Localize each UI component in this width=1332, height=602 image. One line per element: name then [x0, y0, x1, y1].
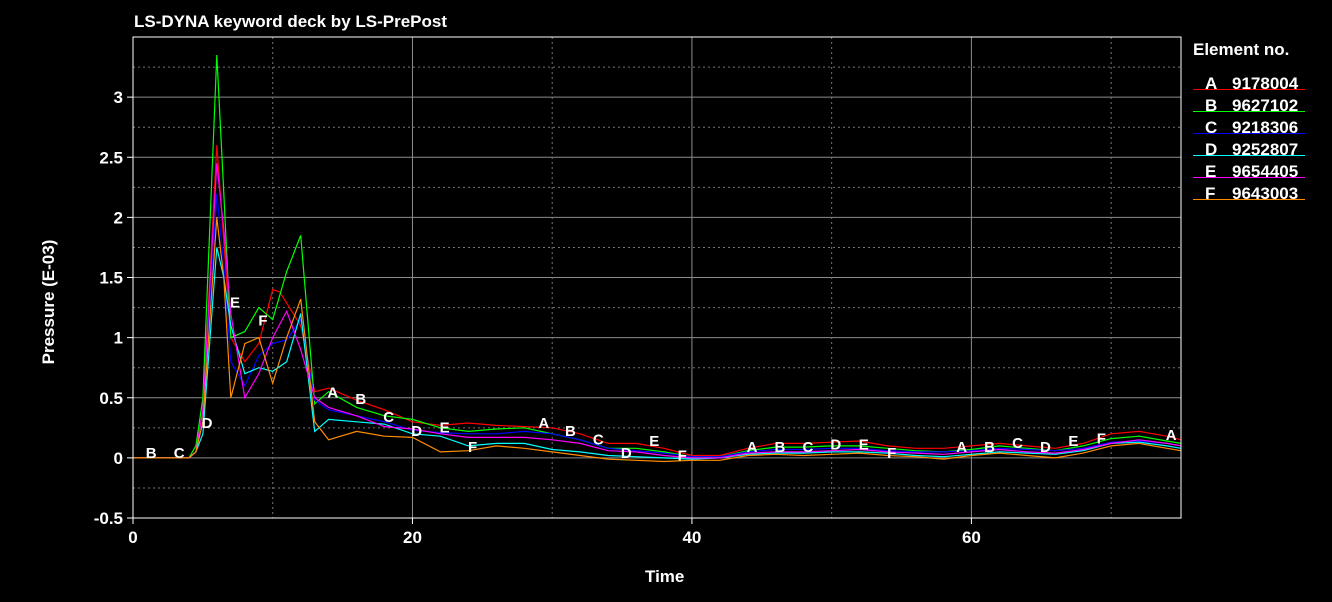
series-marker-E: E: [859, 436, 869, 453]
series-marker-A: A: [1166, 427, 1177, 444]
series-marker-F: F: [468, 439, 477, 456]
y-tick-label: 3: [114, 88, 123, 107]
legend-swatch: [1193, 133, 1305, 134]
y-tick-label: 1.5: [99, 269, 123, 288]
series-marker-D: D: [1040, 439, 1051, 456]
y-tick-label: 1: [114, 329, 123, 348]
legend-letter: A: [1205, 74, 1218, 93]
axis-ticks: -0.5 0 0.5 1 1.5 2 2.5 3 0 20 40 60: [94, 88, 981, 547]
chart-title: LS-DYNA keyword deck by LS-PrePost: [134, 12, 448, 31]
legend-series-name: 9218306: [1232, 118, 1299, 137]
series-marker-C: C: [383, 409, 394, 426]
series-marker-C: C: [593, 432, 604, 449]
series-marker-F: F: [258, 313, 267, 330]
legend-entry-D: D 9252807: [1193, 137, 1305, 159]
series-marker-F: F: [887, 445, 896, 462]
legend-letter: E: [1205, 162, 1217, 181]
legend-series-name: 9252807: [1232, 140, 1299, 159]
series-marker-A: A: [538, 415, 549, 432]
x-tick-label: 20: [403, 528, 422, 547]
series-marker-C: C: [1012, 435, 1023, 452]
series-marker-E: E: [230, 295, 240, 312]
series-marker-E: E: [440, 420, 450, 437]
x-tick-label: 60: [962, 528, 981, 547]
legend-letter: C: [1205, 118, 1218, 137]
x-tick-label: 40: [682, 528, 701, 547]
grid-lines: [132, 37, 1181, 519]
series-marker-B: B: [984, 439, 995, 456]
legend-series-name: 9643003: [1232, 184, 1299, 203]
legend-letter: F: [1205, 184, 1216, 203]
legend: Element no. A 9178004 B 9627102 C 9218306 D 925…: [1193, 40, 1305, 203]
legend-swatch: [1193, 177, 1305, 178]
legend-entry-F: F 9643003: [1193, 181, 1305, 203]
y-axis-label: Pressure (E-03): [39, 239, 58, 365]
series-marker-D: D: [621, 445, 632, 462]
y-tick-label: 0.5: [99, 389, 123, 408]
series-line-F: [133, 217, 1182, 463]
series-line-E: [133, 163, 1182, 459]
series-marker-C: C: [802, 439, 813, 456]
legend-letter: B: [1205, 96, 1218, 115]
series-lines: [133, 54, 1182, 463]
y-tick-label: 2.5: [99, 148, 123, 167]
legend-swatch: [1193, 89, 1305, 90]
series-marker-A: A: [327, 385, 338, 402]
series-marker-B: B: [565, 423, 576, 440]
series-marker-C: C: [174, 445, 185, 462]
legend-series-name: 9627102: [1232, 96, 1299, 115]
legend-title: Element no.: [1193, 40, 1290, 59]
y-tick-label: 0: [114, 449, 123, 468]
plot-frame: [132, 36, 1182, 519]
legend-letter: D: [1205, 140, 1218, 159]
series-marker-F: F: [1097, 430, 1106, 447]
series-marker-A: A: [956, 439, 967, 456]
legend-series-name: 9654405: [1232, 162, 1299, 181]
legend-swatch: [1193, 155, 1305, 156]
legend-entries: A 9178004 B 9627102 C 9218306 D 9252807 E 9654405…: [1193, 71, 1305, 203]
x-axis-label: Time: [645, 567, 685, 586]
legend-swatch: [1193, 111, 1305, 112]
series-marker-F: F: [678, 447, 687, 464]
legend-swatch: [1193, 199, 1305, 200]
legend-series-name: 9178004: [1232, 74, 1299, 93]
series-marker-E: E: [649, 433, 659, 450]
y-tick-label: -0.5: [94, 509, 123, 528]
series-marker-D: D: [830, 436, 841, 453]
legend-entry-B: B 9627102: [1193, 93, 1305, 115]
y-tick-label: 2: [114, 208, 123, 227]
series-marker-B: B: [355, 391, 366, 408]
legend-entry-E: E 9654405: [1193, 159, 1305, 181]
legend-entry-A: A 9178004: [1193, 71, 1305, 93]
series-marker-B: B: [775, 439, 786, 456]
series-marker-D: D: [411, 423, 422, 440]
series-line-A: [133, 145, 1182, 459]
series-marker-A: A: [747, 439, 758, 456]
legend-entry-C: C 9218306: [1193, 115, 1305, 137]
series-marker-D: D: [202, 415, 213, 432]
series-line-C: [133, 193, 1182, 459]
series-marker-B: B: [146, 445, 157, 462]
x-tick-label: 0: [128, 528, 137, 547]
series-line-D: [133, 247, 1182, 460]
series-marker-E: E: [1068, 433, 1078, 450]
